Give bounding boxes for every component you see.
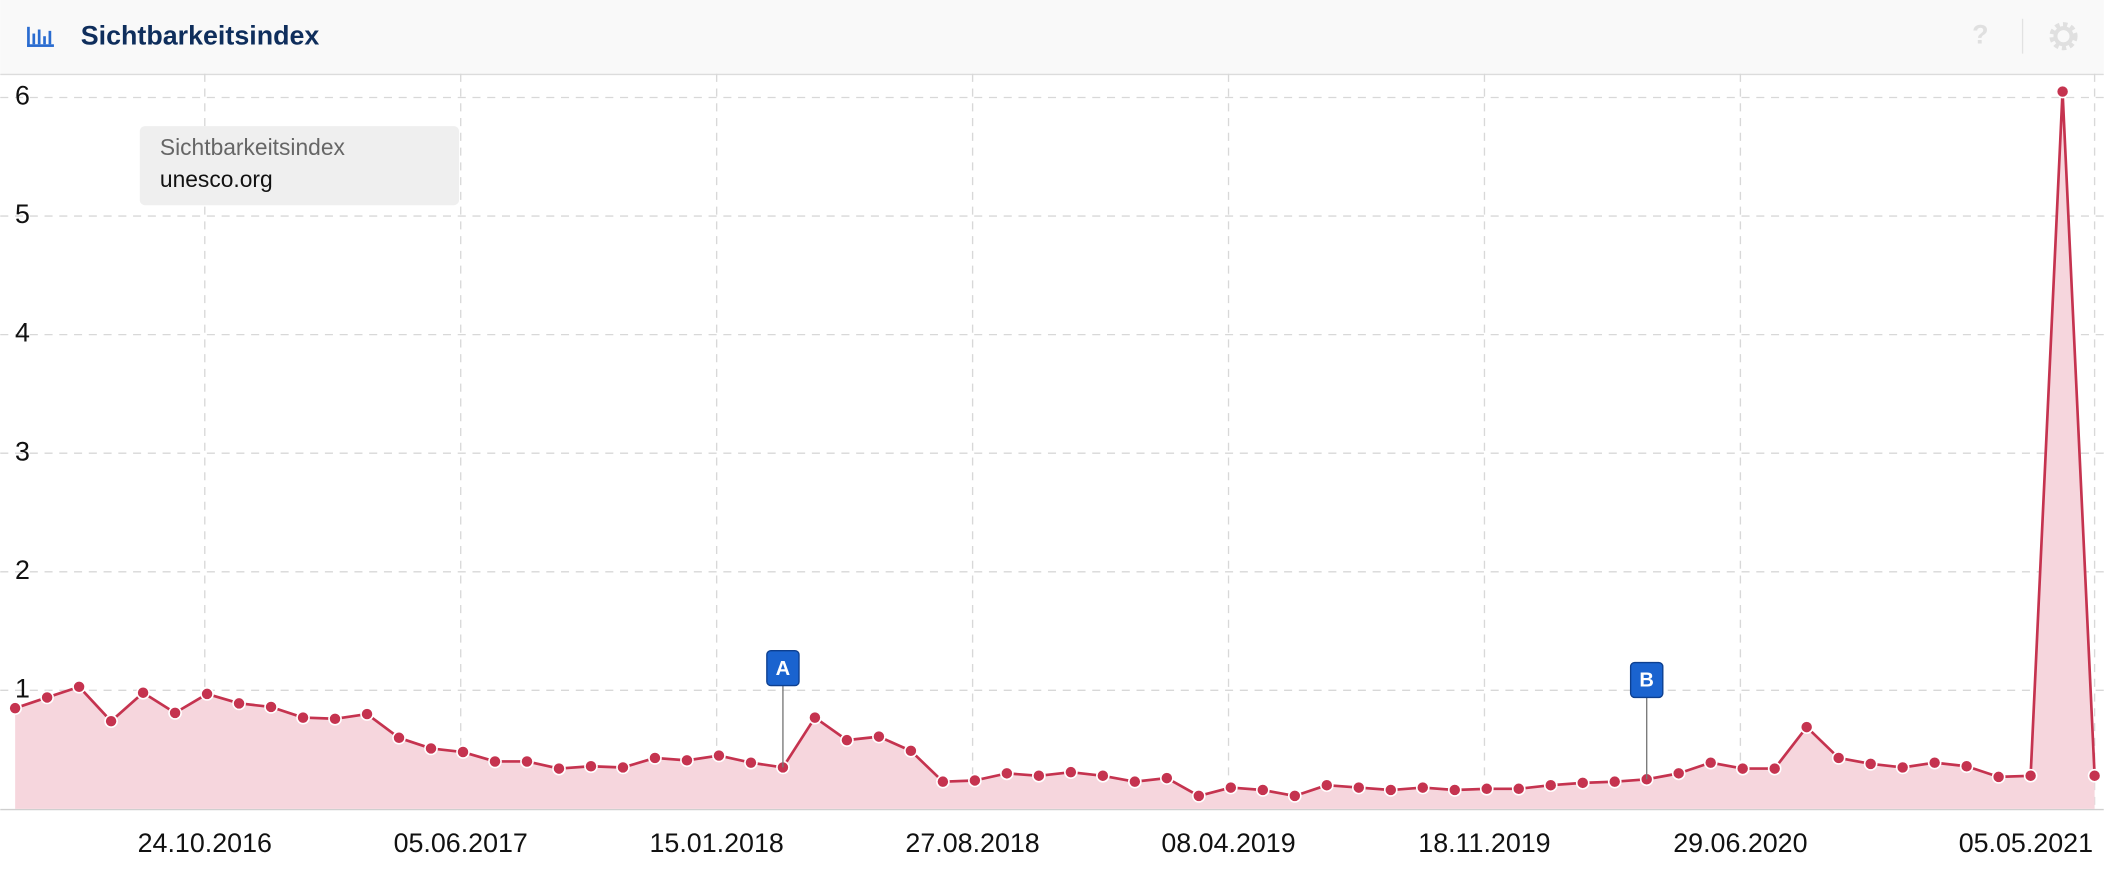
y-tick-label: 6: [15, 81, 30, 111]
data-point: [808, 710, 822, 725]
data-point: [680, 753, 694, 768]
widget-title: Sichtbarkeitsindex: [81, 21, 320, 51]
data-point: [360, 707, 374, 721]
data-point: [2023, 768, 2038, 783]
data-point: [1000, 766, 1014, 781]
data-point: [552, 761, 566, 776]
data-point: [1543, 778, 1558, 793]
data-point: [1671, 766, 1686, 781]
legend-title: Sichtbarkeitsindex: [160, 134, 346, 160]
data-point: [712, 748, 726, 763]
y-tick-label: 3: [15, 436, 30, 466]
data-point: [1767, 761, 1782, 776]
data-point: [200, 687, 214, 701]
x-tick-label: 24.10.2016: [138, 828, 272, 858]
data-point: [424, 741, 438, 756]
data-point: [584, 759, 598, 774]
data-point: [1831, 751, 1846, 765]
data-point: [1799, 720, 1814, 734]
data-point: [1159, 771, 1174, 785]
data-point: [264, 700, 278, 714]
data-point: [936, 774, 950, 789]
series-area: [15, 91, 2095, 809]
data-point: [1383, 783, 1398, 797]
header-bar: [0, 0, 2104, 74]
data-point: [1064, 765, 1078, 780]
data-point: [968, 773, 982, 788]
data-point: [104, 714, 118, 729]
data-point: [392, 730, 406, 745]
x-tick-label: 18.11.2019: [1418, 828, 1550, 858]
data-point: [168, 706, 182, 720]
data-point: [8, 701, 22, 715]
help-icon[interactable]: ?: [1972, 19, 1988, 49]
data-point: [232, 696, 246, 711]
data-point: [1607, 774, 1622, 789]
data-point: [840, 733, 854, 747]
data-point: [1511, 781, 1526, 796]
data-point: [1223, 780, 1238, 795]
grid: 1 2 3 4 5 6 24.10.2016 05.06.2017 15.01.2018 27.0…: [0, 73, 2104, 858]
data-point: [1319, 778, 1334, 793]
data-point: [1447, 783, 1462, 797]
data-point: [2087, 768, 2102, 783]
data-point: [1032, 768, 1046, 783]
data-point: [1351, 780, 1366, 795]
plot: AB: [8, 84, 2102, 809]
x-tick-label: 15.01.2018: [650, 828, 784, 858]
chart-icon: [27, 26, 54, 47]
data-point: [1895, 760, 1910, 775]
data-point: [1255, 783, 1270, 797]
data-point: [1703, 755, 1718, 770]
y-tick-label: 2: [15, 555, 30, 585]
x-tick-label: 05.05.2021: [1959, 828, 2093, 858]
data-point: [1863, 757, 1878, 771]
annotation-label: B: [1639, 670, 1654, 692]
y-tick-label: 4: [15, 318, 30, 348]
data-point: [1127, 774, 1142, 789]
data-point: [904, 743, 918, 758]
data-point: [456, 745, 470, 759]
data-point: [136, 685, 150, 700]
settings-icon[interactable]: [2049, 22, 2078, 51]
data-point: [2055, 84, 2070, 99]
data-point: [520, 754, 534, 769]
x-tick-label: 29.06.2020: [1673, 828, 1807, 858]
data-point: [872, 729, 886, 744]
data-point: [648, 751, 662, 765]
data-point: [1927, 755, 1942, 770]
legend-entry[interactable]: unesco.org: [160, 166, 273, 192]
data-point: [744, 755, 758, 770]
annotation-label: A: [776, 658, 791, 680]
data-point: [1575, 775, 1590, 790]
annotation-flag: [1629, 661, 1664, 699]
data-point: [1991, 770, 2006, 784]
data-point: [616, 760, 630, 775]
data-point: [296, 710, 310, 725]
data-point: [1096, 768, 1110, 783]
data-point: [1959, 759, 1974, 774]
data-point: [1191, 789, 1206, 803]
y-tick-label: 5: [15, 199, 30, 229]
data-point: [1287, 789, 1302, 803]
x-tick-label: 08.04.2019: [1161, 828, 1295, 858]
data-point: [72, 679, 86, 694]
x-tick-label: 27.08.2018: [905, 828, 1039, 858]
data-point: [328, 711, 342, 726]
data-point: [1479, 781, 1494, 796]
annotation-flag: [766, 650, 800, 687]
data-point: [488, 754, 502, 769]
data-point: [40, 690, 54, 705]
data-point: [1415, 780, 1430, 795]
legend-box: [139, 126, 460, 206]
data-point: [1735, 761, 1750, 776]
x-tick-label: 05.06.2017: [394, 828, 528, 858]
y-tick-label: 1: [15, 673, 30, 703]
